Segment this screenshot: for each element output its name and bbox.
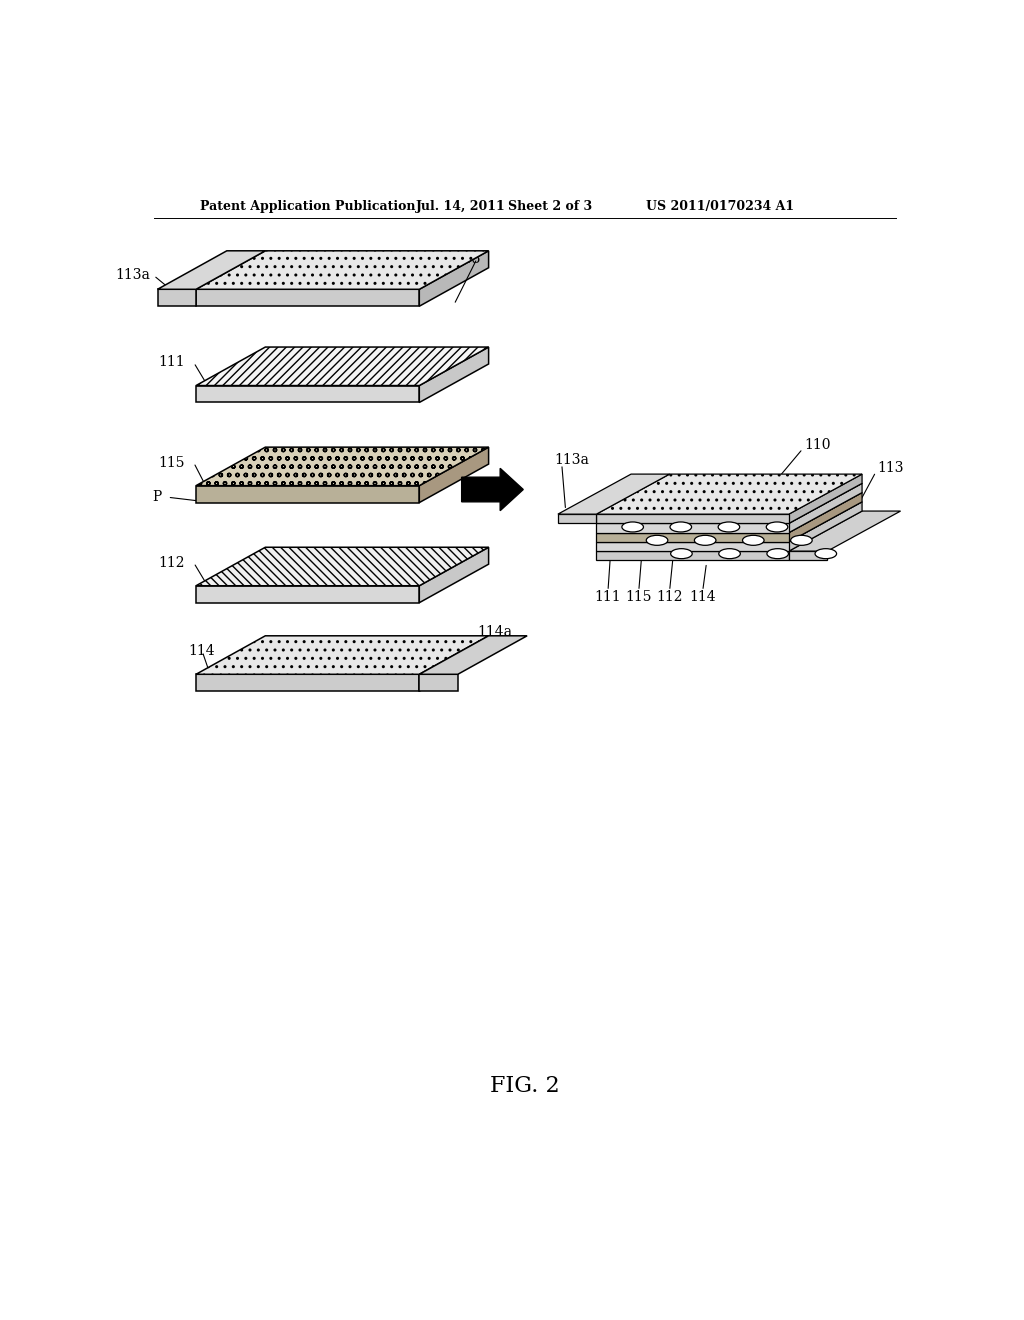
FancyArrow shape <box>462 469 523 511</box>
Text: 115: 115 <box>158 455 184 470</box>
Text: 112: 112 <box>158 556 184 570</box>
Text: P: P <box>153 490 162 504</box>
Polygon shape <box>788 474 862 524</box>
Polygon shape <box>596 492 862 533</box>
Polygon shape <box>419 347 488 403</box>
Text: Jul. 14, 2011: Jul. 14, 2011 <box>416 199 505 213</box>
Polygon shape <box>419 548 488 603</box>
Text: 110: 110 <box>804 438 830 451</box>
Polygon shape <box>596 483 862 524</box>
Polygon shape <box>196 548 488 586</box>
Polygon shape <box>596 524 788 533</box>
Polygon shape <box>196 385 419 403</box>
Text: 111: 111 <box>158 355 184 370</box>
Polygon shape <box>596 515 788 524</box>
Text: 114: 114 <box>188 644 215 659</box>
Ellipse shape <box>767 549 788 558</box>
Polygon shape <box>788 511 900 552</box>
Ellipse shape <box>671 549 692 558</box>
Polygon shape <box>158 251 265 289</box>
Ellipse shape <box>646 536 668 545</box>
Polygon shape <box>419 675 458 692</box>
Ellipse shape <box>718 521 739 532</box>
Polygon shape <box>558 474 670 515</box>
Polygon shape <box>196 636 488 675</box>
Polygon shape <box>596 502 862 543</box>
Polygon shape <box>558 515 596 524</box>
Polygon shape <box>419 251 488 306</box>
Polygon shape <box>596 543 788 552</box>
Text: Patent Application Publication: Patent Application Publication <box>200 199 416 213</box>
Polygon shape <box>596 474 862 515</box>
Polygon shape <box>596 533 788 543</box>
Text: 113a: 113a <box>115 268 150 282</box>
Polygon shape <box>788 483 862 533</box>
Text: 113a: 113a <box>554 453 589 467</box>
Text: 114a: 114a <box>836 517 870 531</box>
Polygon shape <box>419 447 488 503</box>
Polygon shape <box>196 251 488 289</box>
Ellipse shape <box>719 549 740 558</box>
Polygon shape <box>196 586 419 603</box>
Polygon shape <box>196 289 419 306</box>
Ellipse shape <box>742 536 764 545</box>
Polygon shape <box>788 552 827 561</box>
Polygon shape <box>788 502 862 552</box>
Ellipse shape <box>766 521 787 532</box>
Polygon shape <box>419 636 527 675</box>
Polygon shape <box>196 675 419 692</box>
Text: 113: 113 <box>455 252 481 265</box>
Polygon shape <box>596 552 788 561</box>
Text: US 2011/0170234 A1: US 2011/0170234 A1 <box>646 199 795 213</box>
Polygon shape <box>196 447 488 486</box>
Ellipse shape <box>815 549 837 558</box>
Ellipse shape <box>622 521 643 532</box>
Text: Sheet 2 of 3: Sheet 2 of 3 <box>508 199 592 213</box>
Ellipse shape <box>694 536 716 545</box>
Polygon shape <box>788 492 862 543</box>
Polygon shape <box>419 636 488 692</box>
Polygon shape <box>158 289 196 306</box>
Text: 111: 111 <box>595 590 622 605</box>
Polygon shape <box>196 486 419 503</box>
Text: 115: 115 <box>626 590 652 605</box>
Ellipse shape <box>791 536 812 545</box>
Text: FIG. 2: FIG. 2 <box>490 1076 559 1097</box>
Polygon shape <box>788 511 862 561</box>
Ellipse shape <box>670 521 691 532</box>
Text: 114a: 114a <box>477 624 512 639</box>
Polygon shape <box>196 347 488 385</box>
Polygon shape <box>596 511 862 552</box>
Text: 114: 114 <box>689 590 716 605</box>
Text: 112: 112 <box>656 590 683 605</box>
Text: 113: 113 <box>878 461 904 475</box>
